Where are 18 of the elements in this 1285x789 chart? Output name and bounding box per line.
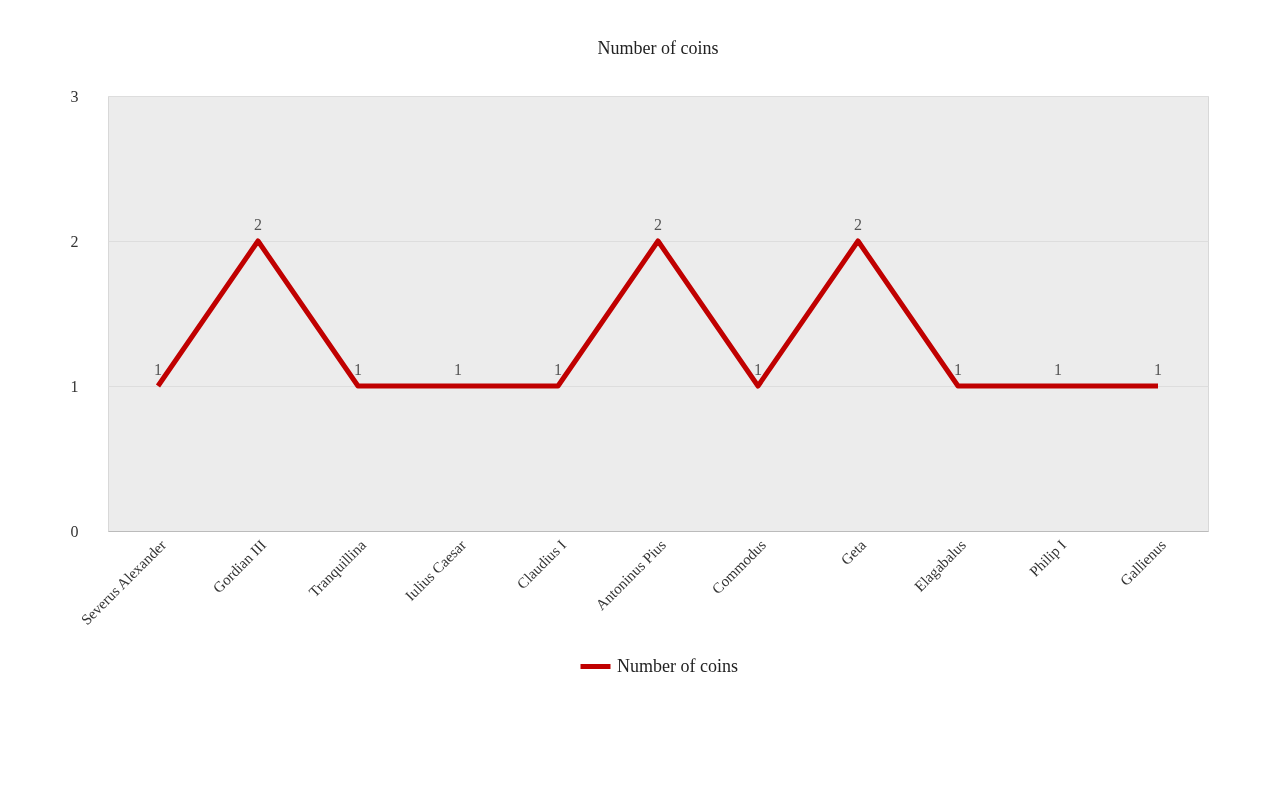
data-label: 1 [454,361,462,378]
legend-label: Number of coins [617,655,738,676]
data-label: 1 [1054,361,1062,378]
data-label: 2 [854,216,862,233]
data-label: 1 [154,361,162,378]
y-tick-label: 2 [70,232,79,250]
x-tick-label: Geta [837,536,870,569]
data-label: 1 [754,361,762,378]
y-tick-label: 3 [70,87,79,105]
chart-title: Number of coins [597,38,719,58]
y-tick-label: 1 [70,377,79,395]
data-label: 1 [354,361,362,378]
data-label: 1 [1154,361,1162,378]
data-label: 1 [954,361,962,378]
y-tick-label: 0 [70,522,79,540]
data-label: 2 [254,216,262,233]
data-label: 1 [554,361,562,378]
data-label: 2 [654,216,662,233]
